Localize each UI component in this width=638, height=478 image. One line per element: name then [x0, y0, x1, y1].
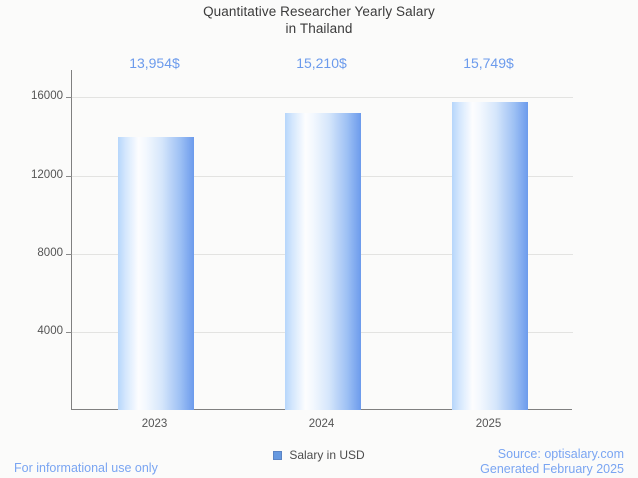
x-axis-tick-label-2025: 2025 — [475, 418, 502, 430]
legend-swatch-salary-in-usd — [273, 450, 283, 460]
generated-date: Generated February 2025 — [480, 462, 624, 476]
gridline — [72, 97, 573, 99]
chart-title-line-2: in Thailand — [285, 21, 353, 36]
chart-title: Quantitative Researcher Yearly Salary in… — [0, 3, 638, 37]
chart-title-line-1: Quantitative Researcher Yearly Salary — [203, 4, 435, 19]
bar-2025[interactable] — [451, 102, 528, 410]
y-axis-tick-label: 4000 — [37, 324, 63, 337]
y-axis-tick — [66, 97, 72, 99]
legend-label-salary-in-usd: Salary in USD — [289, 448, 365, 462]
chart-legend: Salary in USD — [0, 449, 638, 461]
source-block: Source: optisalary.com Generated Februar… — [480, 447, 624, 477]
bar-2024[interactable] — [284, 112, 361, 410]
x-axis-tick-label-2024: 2024 — [308, 418, 335, 430]
source-attribution: Source: optisalary.com — [497, 447, 624, 461]
plot-area — [66, 70, 573, 410]
bar-value-label-2024: 15,210$ — [296, 55, 347, 71]
y-axis-tick-label: 12000 — [31, 168, 63, 181]
y-axis-tick-label: 16000 — [31, 90, 63, 103]
y-axis-tick — [66, 253, 72, 255]
x-axis-tick-label-2023: 2023 — [141, 418, 168, 430]
bar-2023[interactable] — [117, 137, 194, 410]
bar-value-label-2025: 15,749$ — [463, 55, 514, 71]
y-axis-tick-label: 8000 — [37, 246, 63, 259]
disclaimer-text: For informational use only — [14, 461, 158, 475]
y-axis-tick — [66, 175, 72, 177]
y-axis-tick — [66, 331, 72, 333]
bar-value-label-2023: 13,954$ — [129, 55, 180, 71]
